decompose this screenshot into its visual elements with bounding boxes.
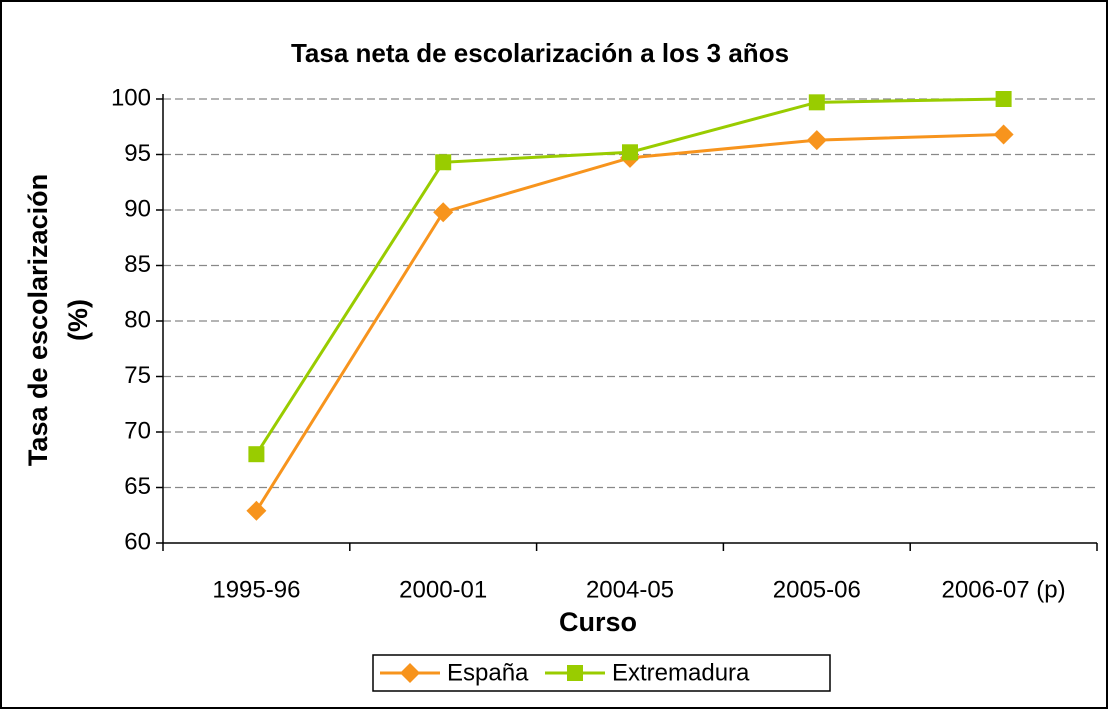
x-tick-label: 1995-96: [212, 576, 300, 603]
point: [435, 154, 452, 171]
y-tick-label: 90: [124, 195, 151, 222]
y-tick-label: 60: [124, 528, 151, 555]
y-axis-title: (%): [63, 299, 93, 341]
point: [248, 446, 265, 463]
point: [433, 202, 454, 223]
y-tick-label: 80: [124, 306, 151, 333]
legend-label: Extremadura: [612, 659, 750, 686]
x-axis-title: Curso: [559, 607, 637, 637]
legend-marker: [567, 665, 583, 681]
y-tick-label: 100: [111, 84, 151, 111]
y-tick-label: 95: [124, 140, 151, 167]
x-tick-label: 2005-06: [773, 576, 861, 603]
point: [993, 124, 1014, 145]
x-tick-label: 2000-01: [399, 576, 487, 603]
y-tick-label: 85: [124, 251, 151, 278]
y-axis-title: Tasa de escolarización: [23, 174, 53, 466]
point: [995, 91, 1012, 107]
y-tick-label: 75: [124, 362, 151, 389]
y-tick-label: 70: [124, 417, 151, 444]
chart-title: Tasa neta de escolarización a los 3 años: [291, 38, 789, 68]
x-tick-label: 2006-07 (p): [942, 576, 1066, 603]
point: [808, 94, 825, 111]
legend-label: España: [447, 659, 529, 686]
point: [806, 130, 827, 151]
x-tick-label: 2004-05: [586, 576, 674, 603]
point: [622, 144, 638, 161]
y-tick-label: 65: [124, 473, 151, 500]
point: [246, 500, 267, 521]
legend-marker: [400, 663, 420, 683]
